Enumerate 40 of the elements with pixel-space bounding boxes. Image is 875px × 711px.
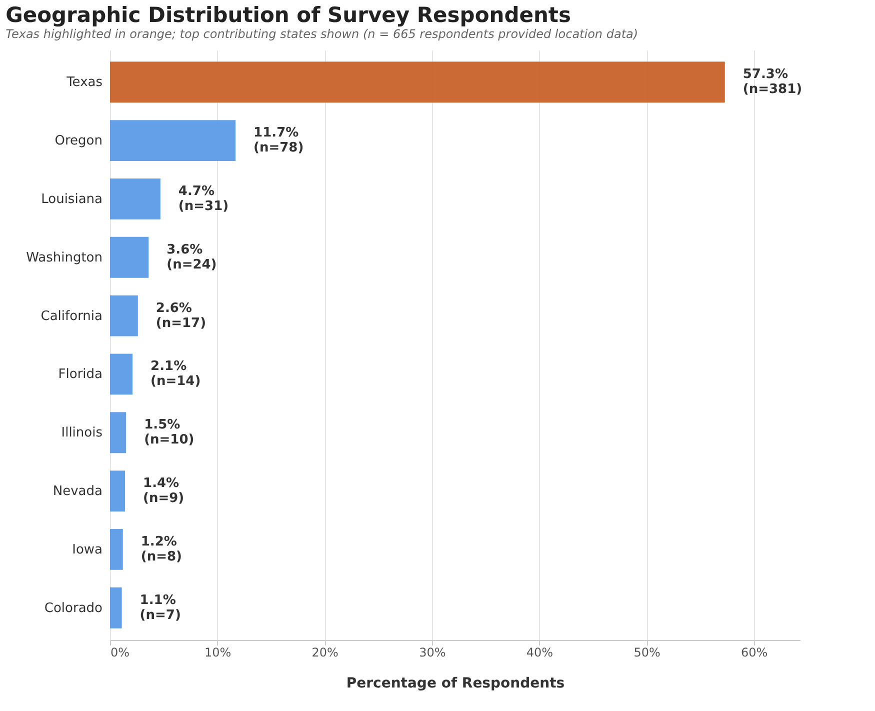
bar [110,529,123,570]
bar [110,295,138,336]
data-label: 3.6% (n=24) [166,242,217,272]
chart-subtitle: Texas highlighted in orange; top contributing states shown (n = 665 respondents provided location data) [6,27,638,41]
x-tick-label: 20% [312,646,338,660]
bar [110,354,133,395]
x-tick-label: 10% [204,646,232,660]
y-tick-label: Nevada [52,484,102,500]
data-label: 2.6% (n=17) [156,300,206,331]
y-tick-label: Oregon [54,134,102,149]
y-tick-label: Colorado [44,600,103,616]
data-label: 2.1% (n=14) [150,359,201,390]
x-tick-label: 60% [741,646,768,660]
bar [110,120,236,161]
y-tick-label: Washington [26,250,102,266]
data-label: 57.3% (n=381) [742,67,802,98]
bar [110,178,160,220]
y-tick-label: Illinois [61,426,103,441]
y-tick-label: California [40,308,102,324]
x-tick-label: 30% [419,646,446,660]
data-label: 1.5% (n=10) [144,418,194,448]
x-tick-label: 40% [526,646,554,660]
data-label: 1.4% (n=9) [143,476,184,506]
y-tick-label: Louisiana [41,192,102,207]
y-tick-label: Texas [66,75,103,90]
data-label: 11.7% (n=78) [254,126,304,156]
bar [110,62,725,103]
bar [110,236,149,278]
bar [110,412,126,454]
data-label: 4.7% (n=31) [178,184,229,214]
x-tick-label: 50% [634,646,660,660]
x-tick-label: 0% [110,646,130,660]
y-tick-label: Iowa [72,542,102,558]
x-axis-title: Percentage of Respondents [346,676,565,692]
chart-title: Geographic Distribution of Survey Respondents [6,3,571,27]
y-tick-label: Florida [58,367,102,382]
bar [110,470,126,512]
data-label: 1.1% (n=7) [140,592,181,623]
data-label: 1.2% (n=8) [140,534,182,564]
bar [110,587,122,628]
